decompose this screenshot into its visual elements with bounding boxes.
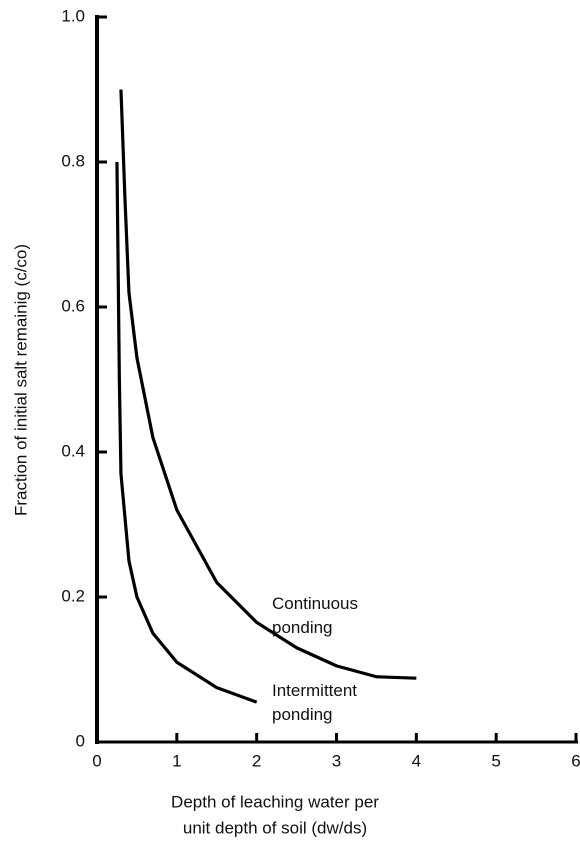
y-tick-label: 1.0 [61, 6, 85, 25]
y-tick-label: 0 [76, 731, 85, 750]
line [115, 161, 258, 704]
y-axis-label: Fraction of initial salt remainig (c/co) [11, 244, 30, 516]
x-tick-label: 0 [92, 751, 101, 770]
x-axis-label: unit depth of soil (dw/ds) [183, 818, 367, 837]
y-tick-label: 0.2 [61, 586, 85, 605]
x-tick-label: 4 [412, 751, 421, 770]
x-tick-label: 1 [172, 751, 181, 770]
x-axis-label: Depth of leaching water per [171, 792, 379, 811]
y-tick-label: 0.6 [61, 296, 85, 315]
line [119, 89, 417, 680]
series-label: Intermittent ponding [272, 681, 357, 724]
y-tick-label: 0.8 [61, 151, 85, 170]
x-tick-label: 3 [332, 751, 341, 770]
y-tick-label: 0.4 [61, 441, 85, 460]
series-label: Continuous ponding [272, 594, 358, 637]
x-tick-label: 2 [252, 751, 261, 770]
x-tick-label: 6 [571, 751, 580, 770]
x-tick-label: 5 [491, 751, 500, 770]
